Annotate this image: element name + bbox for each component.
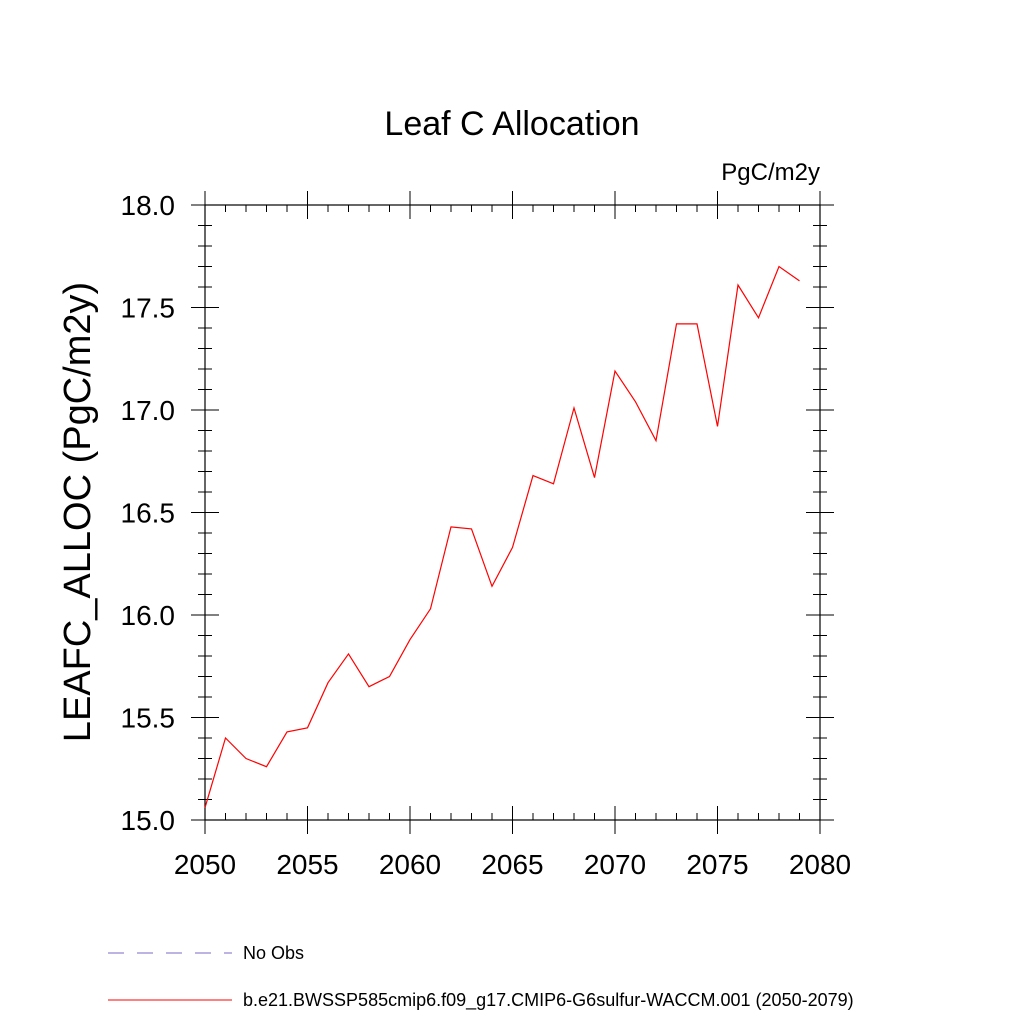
legend-label: b.e21.BWSSP585cmip6.f09_g17.CMIP6-G6sulf… — [243, 990, 854, 1011]
plot-frame — [204, 204, 821, 821]
x-tick-label: 2075 — [686, 849, 748, 880]
plot-area: 2050 2055 2060 2065 2070 2075 2080 15.0 15.5 16.0… — [121, 190, 852, 880]
y-axis-label: LEAFC_ALLOC (PgC/m2y) — [57, 282, 99, 742]
chart-title: Leaf C Allocation — [384, 105, 639, 143]
legend-label: No Obs — [243, 943, 304, 963]
y-tick-label: 17.0 — [121, 395, 176, 426]
units-label: PgC/m2y — [721, 159, 820, 186]
x-tick-label: 2070 — [584, 849, 646, 880]
y-tick-label: 18.0 — [121, 190, 176, 221]
x-tick-label: 2060 — [379, 849, 441, 880]
x-tick-label: 2080 — [789, 849, 851, 880]
x-tick-label: 2050 — [174, 849, 236, 880]
y-tick-label: 16.0 — [121, 600, 176, 631]
y-tick-label: 15.5 — [121, 703, 176, 734]
y-tick-label: 17.5 — [121, 293, 176, 324]
series-line — [204, 265, 800, 808]
x-tick-label: 2065 — [481, 849, 543, 880]
x-tick-label: 2055 — [276, 849, 338, 880]
y-tick-label: 15.0 — [121, 805, 176, 836]
legend: No Obs b.e21.BWSSP585cmip6.f09_g17.CMIP6-… — [108, 943, 854, 1011]
y-tick-label: 16.5 — [121, 498, 176, 529]
